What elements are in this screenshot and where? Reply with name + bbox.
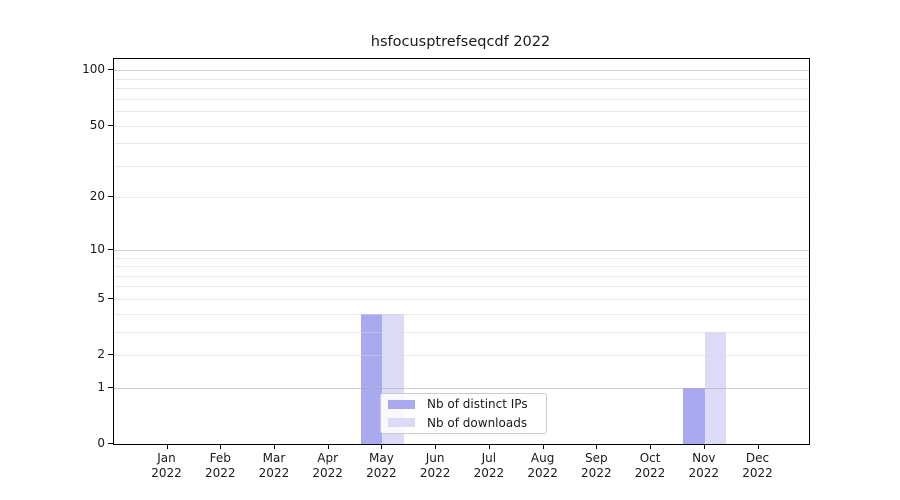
- gridline-minor: [114, 313, 809, 315]
- x-tick-mark: [435, 444, 437, 449]
- legend-label-downloads: Nb of downloads: [427, 415, 528, 430]
- gridline-minor: [114, 78, 809, 80]
- x-tick-label: Mar 2022: [258, 451, 290, 480]
- bar-distinct-ips: [360, 313, 383, 444]
- gridline-minor: [114, 88, 809, 90]
- x-tick-label: Feb 2022: [204, 451, 236, 480]
- gridline-minor: [114, 266, 809, 268]
- y-tick-label: 0: [97, 436, 105, 450]
- gridline-major: [114, 70, 809, 72]
- y-tick-label: 2: [97, 347, 105, 362]
- y-tick-mark: [108, 354, 113, 356]
- x-tick-label: May 2022: [366, 451, 397, 480]
- x-tick-label: Jan 2022: [151, 451, 182, 480]
- x-tick-mark: [166, 444, 168, 449]
- gridline-minor: [114, 257, 809, 259]
- gridline-minor: [114, 143, 809, 145]
- x-tick-mark: [220, 444, 222, 449]
- x-tick-mark: [596, 444, 598, 449]
- gridline-major: [114, 249, 809, 251]
- x-tick-mark: [650, 444, 652, 449]
- x-tick-label: Jun 2022: [419, 451, 451, 480]
- bar-distinct-ips: [683, 387, 705, 444]
- legend-label-distinct-ips: Nb of distinct IPs: [427, 397, 528, 412]
- x-tick-label: Jul 2022: [473, 451, 505, 480]
- y-tick-label: 10: [89, 241, 105, 256]
- gridline-minor: [114, 275, 809, 277]
- x-tick-mark: [381, 444, 383, 449]
- y-tick-mark: [108, 69, 113, 71]
- y-tick-label: 5: [97, 290, 105, 305]
- chart-title: hsfocusptrefseqcdf 2022: [370, 34, 551, 50]
- legend-swatch-downloads-icon: [388, 418, 415, 428]
- x-tick-label: Apr 2022: [312, 451, 343, 480]
- x-tick-label: Dec 2022: [742, 451, 773, 480]
- gridline-minor: [114, 111, 809, 113]
- y-tick-mark: [108, 124, 113, 126]
- gridline-minor: [114, 197, 809, 199]
- y-tick-label: 1: [97, 379, 105, 394]
- gridline-minor: [114, 125, 809, 127]
- y-tick-label: 100: [82, 62, 105, 77]
- y-tick-mark: [108, 386, 113, 388]
- x-tick-label: Oct 2022: [634, 451, 666, 480]
- gridline-minor: [114, 286, 809, 288]
- x-tick-mark: [327, 444, 329, 449]
- x-tick-mark: [488, 444, 490, 449]
- x-tick-mark: [542, 444, 544, 449]
- y-tick-mark: [108, 297, 113, 299]
- gridline-minor: [114, 298, 809, 300]
- legend-entry-downloads: Nb of downloads: [387, 416, 540, 430]
- y-tick-mark: [108, 443, 113, 444]
- y-tick-mark: [108, 196, 113, 198]
- x-tick-mark: [757, 444, 759, 449]
- x-tick-label: Aug 2022: [527, 451, 558, 480]
- x-tick-mark: [703, 444, 705, 449]
- legend-swatch-distinct-ips-icon: [388, 399, 415, 409]
- bar-downloads: [704, 331, 727, 444]
- x-tick-label: Sep 2022: [581, 451, 612, 480]
- y-tick-mark: [108, 248, 113, 250]
- gridline-minor: [114, 165, 809, 167]
- x-tick-label: Nov 2022: [688, 451, 720, 480]
- y-tick-label: 50: [89, 117, 105, 132]
- y-tick-label: 20: [89, 189, 105, 204]
- plot-area: [113, 58, 810, 445]
- gridline-minor: [114, 98, 809, 100]
- x-tick-mark: [273, 444, 275, 449]
- legend-entry-distinct-ips: Nb of distinct IPs: [387, 397, 540, 411]
- legend: Nb of distinct IPs Nb of downloads: [380, 393, 547, 434]
